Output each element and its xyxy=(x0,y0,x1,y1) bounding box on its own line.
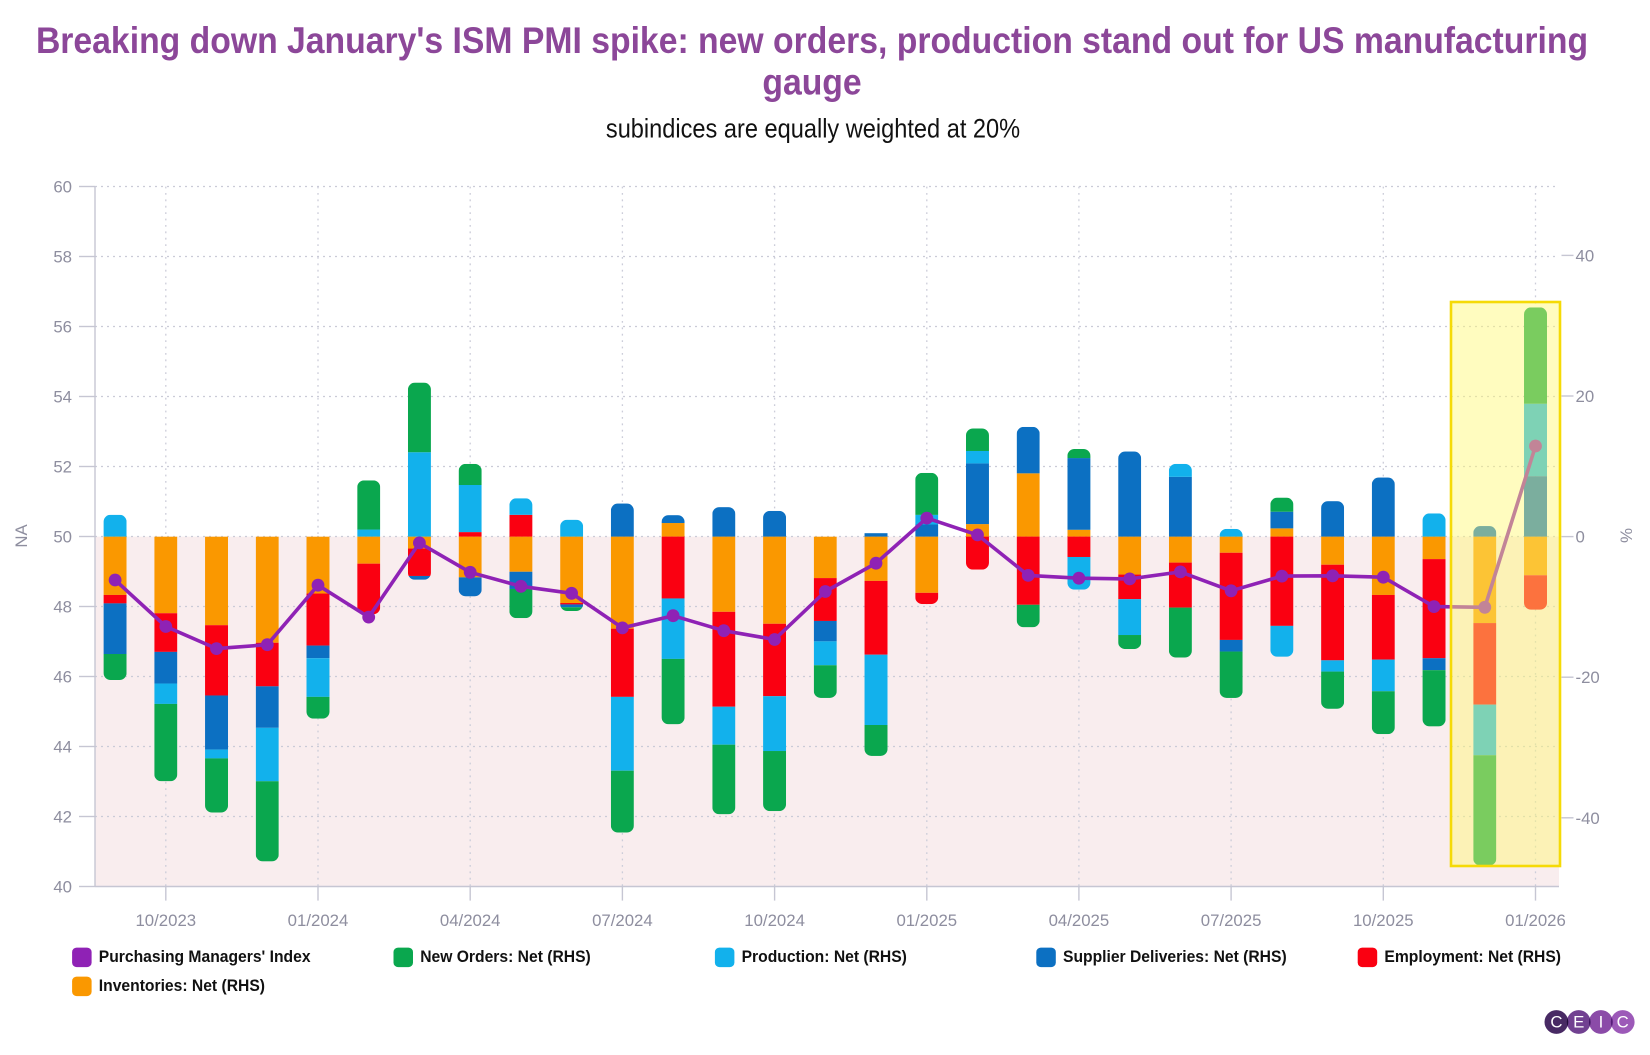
svg-text:C: C xyxy=(1550,1013,1562,1032)
svg-text:44: 44 xyxy=(53,738,72,757)
svg-text:-20: -20 xyxy=(1576,668,1600,687)
svg-text:42: 42 xyxy=(53,808,72,827)
svg-text:%: % xyxy=(1617,528,1636,543)
svg-text:Breaking down January's ISM PM: Breaking down January's ISM PMI spike: n… xyxy=(36,20,1588,62)
svg-text:01/2025: 01/2025 xyxy=(896,911,957,930)
svg-text:07/2025: 07/2025 xyxy=(1201,911,1262,930)
svg-text:52: 52 xyxy=(53,458,72,477)
svg-text:01/2024: 01/2024 xyxy=(288,911,349,930)
svg-text:Supplier Deliveries: Net (RHS): Supplier Deliveries: Net (RHS) xyxy=(1063,948,1287,966)
svg-text:gauge: gauge xyxy=(762,61,861,103)
svg-text:Production: Net (RHS): Production: Net (RHS) xyxy=(742,948,907,966)
svg-text:10/2024: 10/2024 xyxy=(744,911,805,930)
svg-text:56: 56 xyxy=(53,318,72,337)
svg-text:10/2023: 10/2023 xyxy=(135,911,196,930)
svg-text:48: 48 xyxy=(53,598,72,617)
svg-text:Inventories: Net (RHS): Inventories: Net (RHS) xyxy=(99,977,265,995)
svg-text:New Orders: Net (RHS): New Orders: Net (RHS) xyxy=(420,948,591,966)
svg-text:40: 40 xyxy=(53,878,72,897)
svg-text:E: E xyxy=(1573,1013,1584,1032)
svg-text:20: 20 xyxy=(1576,387,1595,406)
svg-text:NA: NA xyxy=(12,524,31,548)
svg-text:subindices are equally weighte: subindices are equally weighted at 20% xyxy=(606,114,1020,144)
svg-text:07/2024: 07/2024 xyxy=(592,911,653,930)
svg-text:01/2026: 01/2026 xyxy=(1505,911,1566,930)
svg-text:58: 58 xyxy=(53,248,72,267)
svg-text:40: 40 xyxy=(1576,246,1595,265)
svg-text:10/2025: 10/2025 xyxy=(1353,911,1414,930)
svg-text:60: 60 xyxy=(53,178,72,197)
svg-text:46: 46 xyxy=(53,668,72,687)
svg-text:04/2025: 04/2025 xyxy=(1049,911,1110,930)
svg-text:Employment: Net (RHS): Employment: Net (RHS) xyxy=(1384,948,1561,966)
svg-text:04/2024: 04/2024 xyxy=(440,911,501,930)
svg-text:C: C xyxy=(1617,1013,1629,1032)
svg-text:I: I xyxy=(1599,1013,1604,1032)
svg-text:50: 50 xyxy=(53,528,72,547)
svg-text:-40: -40 xyxy=(1576,809,1600,828)
svg-text:Purchasing Managers' Index: Purchasing Managers' Index xyxy=(99,948,311,966)
svg-text:0: 0 xyxy=(1576,528,1585,547)
svg-text:54: 54 xyxy=(53,388,72,407)
